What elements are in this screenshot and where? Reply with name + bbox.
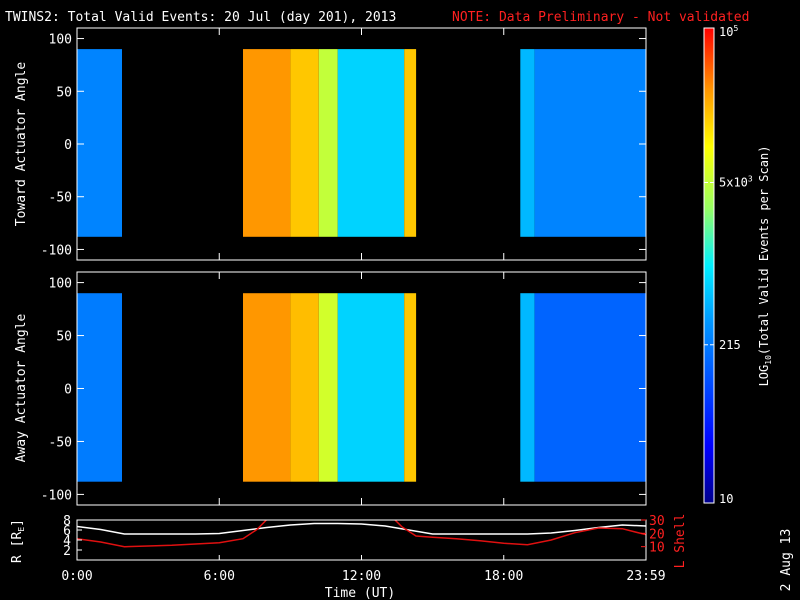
toward-band-2 — [290, 49, 319, 237]
away-band-4 — [337, 293, 405, 482]
colorbar-tick-label: 215 — [719, 338, 741, 352]
generation-date: 2 Aug 13 — [779, 529, 794, 592]
away-band-1 — [243, 293, 291, 482]
away-band-7 — [534, 293, 646, 482]
lshell-ytick-label: 20 — [649, 527, 665, 542]
r-axis-label: R [RE] — [10, 519, 26, 563]
toward-band-3 — [318, 49, 338, 237]
toward-heatmap-panel: -100 -50 0 50 100 — [41, 27, 647, 261]
time-xtick-label: 12:00 — [342, 569, 381, 584]
toward-band-7 — [534, 49, 646, 237]
r-ytick-label: 2 — [63, 544, 71, 559]
time-xtick-label: 0:00 — [61, 569, 92, 584]
chart-title: TWINS2: Total Valid Events: 20 Jul (day … — [5, 10, 396, 25]
away-band-2 — [290, 293, 319, 482]
away-band-5 — [404, 293, 417, 482]
toward-ytick-label: 50 — [56, 85, 72, 100]
toward-band-0 — [77, 49, 122, 237]
colorbar-tick-label: 5x103 — [719, 174, 753, 189]
away-ytick-label: 100 — [49, 277, 72, 292]
time-xtick-label: 18:00 — [484, 569, 523, 584]
toward-ytick-label: -50 — [49, 191, 72, 206]
toward-ytick-label: 0 — [64, 138, 72, 153]
toward-ytick-label: -100 — [41, 243, 72, 258]
away-ytick-label: 0 — [64, 383, 72, 398]
r-ytick-label: 6 — [63, 524, 71, 539]
away-heatmap-panel: -100 -50 0 50 100 — [41, 271, 647, 506]
colorbar-label: LOG10(Total Valid Events per Scan) — [757, 146, 773, 387]
colorbar — [703, 27, 715, 504]
colorbar-tick-label: 10 — [719, 492, 733, 506]
away-band-3 — [318, 293, 338, 482]
time-xtick-label: 23:59 — [626, 569, 665, 584]
time-xtick-label: 6:00 — [204, 569, 235, 584]
away-ytick-label: 50 — [56, 330, 72, 345]
away-band-0 — [77, 293, 122, 482]
toward-band-4 — [337, 49, 405, 237]
colorbar-ticks: 105 5x103 215 10 — [704, 24, 753, 506]
preliminary-note: NOTE: Data Preliminary - Not validated — [452, 10, 749, 25]
away-band-6 — [520, 293, 535, 482]
toward-y-label: Toward Actuator Angle — [14, 62, 29, 227]
r-ytick-label: 4 — [63, 534, 71, 549]
r-series-line — [77, 522, 646, 535]
lshell-series-line — [77, 520, 646, 548]
x-axis-label: Time (UT) — [325, 586, 395, 600]
r-ytick-label: 8 — [63, 514, 71, 529]
lshell-axis-label: L Shell — [673, 514, 688, 569]
orbit-frame — [76, 519, 647, 561]
away-ytick-label: -50 — [49, 435, 72, 450]
toward-band-1 — [243, 49, 291, 237]
away-y-label: Away Actuator Angle — [14, 313, 29, 462]
away-ytick-label: -100 — [41, 488, 72, 503]
toward-band-6 — [520, 49, 535, 237]
lshell-ytick-label: 30 — [649, 514, 665, 529]
lshell-ytick-label: 10 — [649, 541, 665, 556]
colorbar-tick-label: 105 — [719, 24, 738, 39]
toward-band-5 — [404, 49, 417, 237]
toward-ytick-label: 100 — [49, 33, 72, 48]
